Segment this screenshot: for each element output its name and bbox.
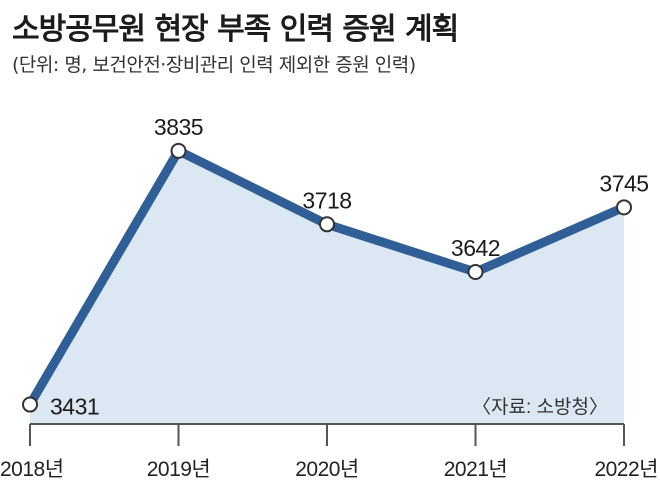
data-point-4 xyxy=(616,199,632,216)
value-label-3: 3642 xyxy=(451,235,500,261)
x-tick-label-1: 2019년 xyxy=(147,458,211,481)
data-point-3 xyxy=(467,264,484,281)
x-tick-label-3: 2021년 xyxy=(444,458,508,481)
chart-subtitle: (단위: 명, 보건안전·장비관리 인력 제외한 증원 인력) xyxy=(12,54,416,76)
x-tick-label-0: 2018년 xyxy=(0,458,64,481)
data-point-2 xyxy=(319,216,335,233)
data-point-1 xyxy=(170,142,187,159)
value-label-2: 3718 xyxy=(302,187,351,213)
x-tick-label-2: 2020년 xyxy=(295,458,359,481)
chart-title: 소방공무원 현장 부족 인력 증원 계획 xyxy=(12,12,459,47)
value-label-0: 3431 xyxy=(50,394,99,420)
x-tick-label-4: 2022년 xyxy=(594,458,658,481)
area-fill xyxy=(30,150,624,425)
value-label-4: 3745 xyxy=(599,170,648,196)
data-point-0 xyxy=(22,396,38,413)
source-note: 〈자료: 소방청〉 xyxy=(472,396,608,418)
value-label-1: 3835 xyxy=(154,114,203,140)
